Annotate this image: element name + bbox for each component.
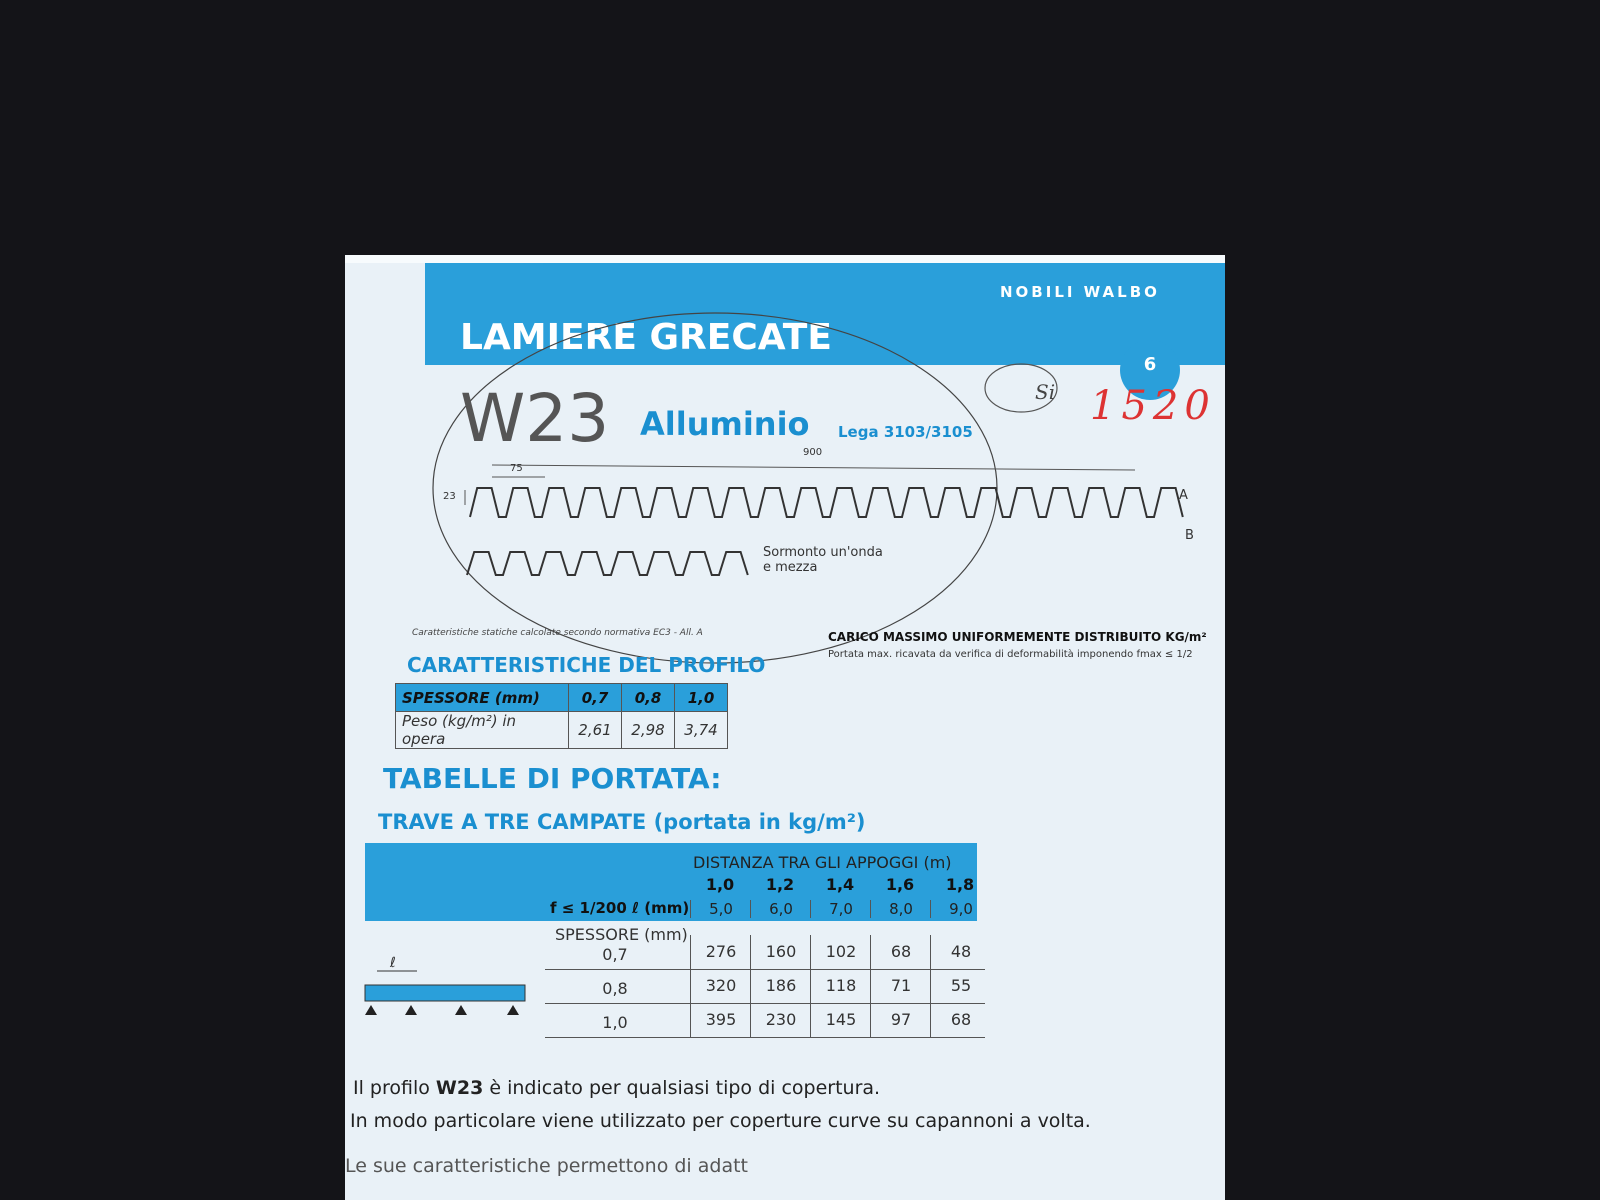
header-cell: 0,8: [621, 683, 675, 712]
deflection: 6,0: [750, 900, 811, 918]
text: W23: [435, 1077, 484, 1099]
cell: 230: [750, 1003, 811, 1037]
cell: Peso (kg/m²) in opera: [395, 711, 569, 749]
label-a: A: [1179, 488, 1188, 503]
cell: 118: [810, 969, 871, 1003]
distance-header: DISTANZA TRA GLI APPOGGI (m): [693, 853, 952, 872]
cell: 102: [810, 935, 871, 969]
product-material: Alluminio: [640, 405, 810, 443]
cell: 160: [750, 935, 811, 969]
thickness: 1,0: [602, 1013, 628, 1032]
cell: 3,74: [674, 711, 728, 749]
deflection-label: f ≤ 1/200 ℓ (mm): [550, 899, 690, 917]
table-row: Peso (kg/m²) in opera 2,61 2,98 3,74: [395, 711, 728, 749]
dim-height: 23: [443, 491, 456, 502]
profile-note: Caratteristiche statiche calcolate secon…: [412, 628, 703, 638]
product-code: W23: [460, 380, 610, 457]
cell: 2,98: [621, 711, 675, 749]
handwritten-si: Si: [1035, 380, 1056, 404]
page-number: 6: [1120, 340, 1180, 400]
cell: 145: [810, 1003, 871, 1037]
brochure-page: NOBILI WALBO LAMIERE GRECATE 6 Si 1520 W…: [345, 255, 1225, 1200]
text: è indicato per qualsiasi tipo di copertu…: [483, 1077, 881, 1099]
row-line: [545, 969, 985, 970]
header-edge: [345, 255, 1225, 263]
overlap-note: Sormonto un'onda: [763, 545, 883, 560]
cell: 395: [690, 1003, 751, 1037]
distance: 1,4: [825, 875, 855, 894]
distance: 1,2: [765, 875, 795, 894]
row-line: [545, 1003, 985, 1004]
deflection: 9,0: [930, 900, 991, 918]
handwritten-number: 1520: [1090, 383, 1216, 429]
footer-line: In modo particolare viene utilizzato per…: [350, 1110, 1091, 1132]
product-alloy: Lega 3103/3105: [838, 423, 973, 441]
drawings: [364, 312, 1184, 1015]
overlap-note: e mezza: [763, 560, 818, 575]
deflection: 7,0: [810, 900, 871, 918]
footer-line: Il profilo W23 è indicato per qualsiasi …: [353, 1077, 880, 1099]
profile-table: SPESSORE (mm) 0,7 0,8 1,0 Peso (kg/m²) in op…: [395, 683, 728, 749]
distance: 1,0: [705, 875, 735, 894]
cell: 97: [870, 1003, 931, 1037]
header-cell: 1,0: [674, 683, 728, 712]
header-band: [425, 260, 1225, 365]
label-b: B: [1185, 528, 1194, 543]
thickness-label: SPESSORE (mm): [555, 925, 688, 944]
thickness: 0,7: [602, 945, 628, 964]
text: Il profilo: [353, 1077, 436, 1099]
span-header-band: [365, 843, 977, 921]
thickness: 0,8: [602, 979, 628, 998]
header-cell: 0,7: [568, 683, 622, 712]
deflection: 5,0: [690, 900, 751, 918]
load-title: CARICO MASSIMO UNIFORMEMENTE DISTRIBUITO…: [828, 630, 1207, 644]
table-row: SPESSORE (mm) 0,7 0,8 1,0: [395, 683, 728, 712]
cell: 186: [750, 969, 811, 1003]
cell: 68: [930, 1003, 991, 1037]
cell: 276: [690, 935, 751, 969]
profile-title: CARATTERISTICHE DEL PROFILO: [407, 653, 766, 677]
deflection: 8,0: [870, 900, 931, 918]
footer-line: Le sue caratteristiche permettono di ada…: [345, 1155, 748, 1177]
dim-width: 900: [803, 447, 823, 458]
cell: 48: [930, 935, 991, 969]
cell: 320: [690, 969, 751, 1003]
span-title: TABELLE DI PORTATA:: [383, 762, 722, 795]
span-subtitle: TRAVE A TRE CAMPATE (portata in kg/m²): [378, 810, 866, 834]
cell: 71: [870, 969, 931, 1003]
span-symbol: ℓ: [390, 955, 396, 971]
distance: 1,8: [945, 875, 975, 894]
cell: 55: [930, 969, 991, 1003]
cell: 2,61: [568, 711, 622, 749]
brand: NOBILI WALBO: [1000, 283, 1160, 301]
header-cell: SPESSORE (mm): [395, 683, 569, 712]
title: LAMIERE GRECATE: [460, 317, 832, 358]
dim-pitch: 75: [510, 463, 523, 474]
load-subtitle: Portata max. ricavata da verifica di def…: [828, 649, 1193, 660]
row-line: [545, 1037, 985, 1038]
distance: 1,6: [885, 875, 915, 894]
cell: 68: [870, 935, 931, 969]
